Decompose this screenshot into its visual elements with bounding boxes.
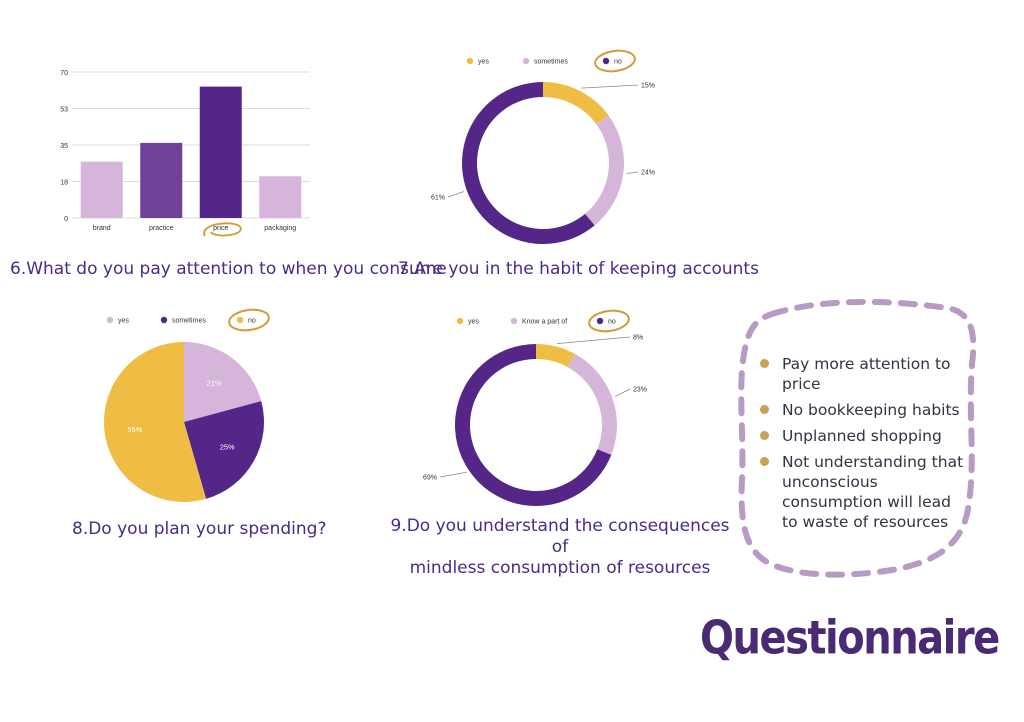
legend-marker (466, 57, 474, 65)
data-label: 8% (633, 335, 643, 342)
slice-yes (184, 342, 262, 422)
bar-chart-attention: 0 18 35 53 70 brand practice price packaging (60, 70, 310, 237)
question-8-title: 8.Do you plan your spending? (72, 519, 327, 539)
x-tick-label: practice (149, 225, 174, 232)
legend-label: sometimes (172, 318, 206, 325)
summary-item: Pay more attention to price (760, 354, 970, 394)
y-tick-label: 53 (60, 107, 68, 114)
data-label: 25% (220, 442, 235, 451)
summary-item-label: Pay more attention to price (782, 355, 951, 393)
slice-sometimes (184, 401, 264, 499)
bar-brand (80, 161, 123, 218)
legend-label: yes (118, 318, 129, 325)
leader-line (556, 336, 631, 345)
summary-item-label: No bookkeeping habits (782, 401, 960, 419)
slice-yes (536, 344, 576, 368)
legend-label: yes (468, 319, 479, 326)
legend-marker (510, 317, 518, 325)
data-label: 15% (641, 83, 655, 90)
highlight-circle (203, 222, 242, 237)
data-label: 69% (423, 475, 437, 482)
summary-dashed-border (738, 298, 977, 578)
summary-list: Pay more attention to price No bookkeepin… (760, 354, 970, 538)
data-label: 21% (207, 379, 222, 388)
bullet-icon (760, 457, 769, 466)
legend-marker (596, 317, 604, 325)
y-tick-label: 70 (60, 70, 68, 77)
question-6-title: 6.What do you pay attention to when you … (10, 259, 447, 279)
x-tick-label: price (213, 225, 228, 232)
leader-line (614, 388, 631, 397)
question-9-title-line-1: 9.Do you understand the consequences of (390, 516, 730, 557)
legend-label: no (248, 318, 256, 325)
leader-line (439, 471, 467, 478)
summary-item: Unplanned shopping (760, 426, 970, 446)
donut-chart-accounts: yes sometimes no 15% 24% 61% (431, 49, 655, 245)
highlight-circle (588, 309, 630, 333)
y-tick-label: 18 (60, 180, 68, 187)
summary-item-label: Not understanding that unconscious consu… (782, 453, 964, 531)
summary-item: Not understanding that unconscious consu… (760, 452, 970, 532)
bar-practice (140, 142, 183, 218)
legend-label: yes (478, 59, 489, 66)
bullet-icon (760, 431, 769, 440)
legend-label: Know a part of (522, 319, 567, 326)
slice-sometimes (585, 115, 624, 226)
slice-no (462, 82, 595, 245)
slice-yes (543, 82, 609, 125)
bullet-icon (760, 359, 769, 368)
legend-marker (602, 57, 610, 65)
legend-marker (456, 317, 464, 325)
question-7-title: 7.Are you in the habit of keeping accoun… (398, 259, 759, 279)
page-title: Questionnaire (700, 612, 1000, 665)
slice-no (104, 342, 207, 502)
legend-marker (522, 57, 530, 65)
legend-label: no (608, 319, 616, 326)
summary-item-label: Unplanned shopping (782, 427, 942, 445)
question-9-title: 9.Do you understand the consequences of … (380, 516, 740, 579)
leader-line (581, 84, 639, 89)
slice-know-a-part-of (567, 354, 617, 455)
data-label: 23% (633, 387, 647, 394)
x-tick-label: packaging (264, 225, 296, 232)
legend-marker (160, 316, 168, 324)
legend-label: no (614, 59, 622, 66)
highlight-circle (594, 49, 636, 73)
summary-item: No bookkeeping habits (760, 400, 970, 420)
bullet-icon (760, 405, 769, 414)
data-label: 55% (127, 425, 142, 434)
legend-label: sometimes (534, 59, 568, 66)
data-label: 24% (641, 170, 655, 177)
pie-chart-spending: yes sometimes no 21% 25% 55% (104, 308, 270, 502)
bar-packaging (259, 176, 302, 218)
leader-line (626, 171, 639, 174)
question-9-title-line-2: mindless consumption of resources (409, 558, 711, 578)
x-tick-label: brand (93, 225, 111, 232)
bar-price (199, 86, 242, 218)
donut-chart-consequences: yes Know a part of no 8% 23% 69% (423, 309, 647, 506)
data-label: 61% (431, 195, 445, 202)
legend-marker (106, 316, 114, 324)
y-tick-label: 35 (60, 143, 68, 150)
leader-line (447, 191, 465, 198)
legend-marker (236, 316, 244, 324)
y-tick-label: 0 (64, 216, 68, 223)
highlight-circle (228, 308, 270, 332)
